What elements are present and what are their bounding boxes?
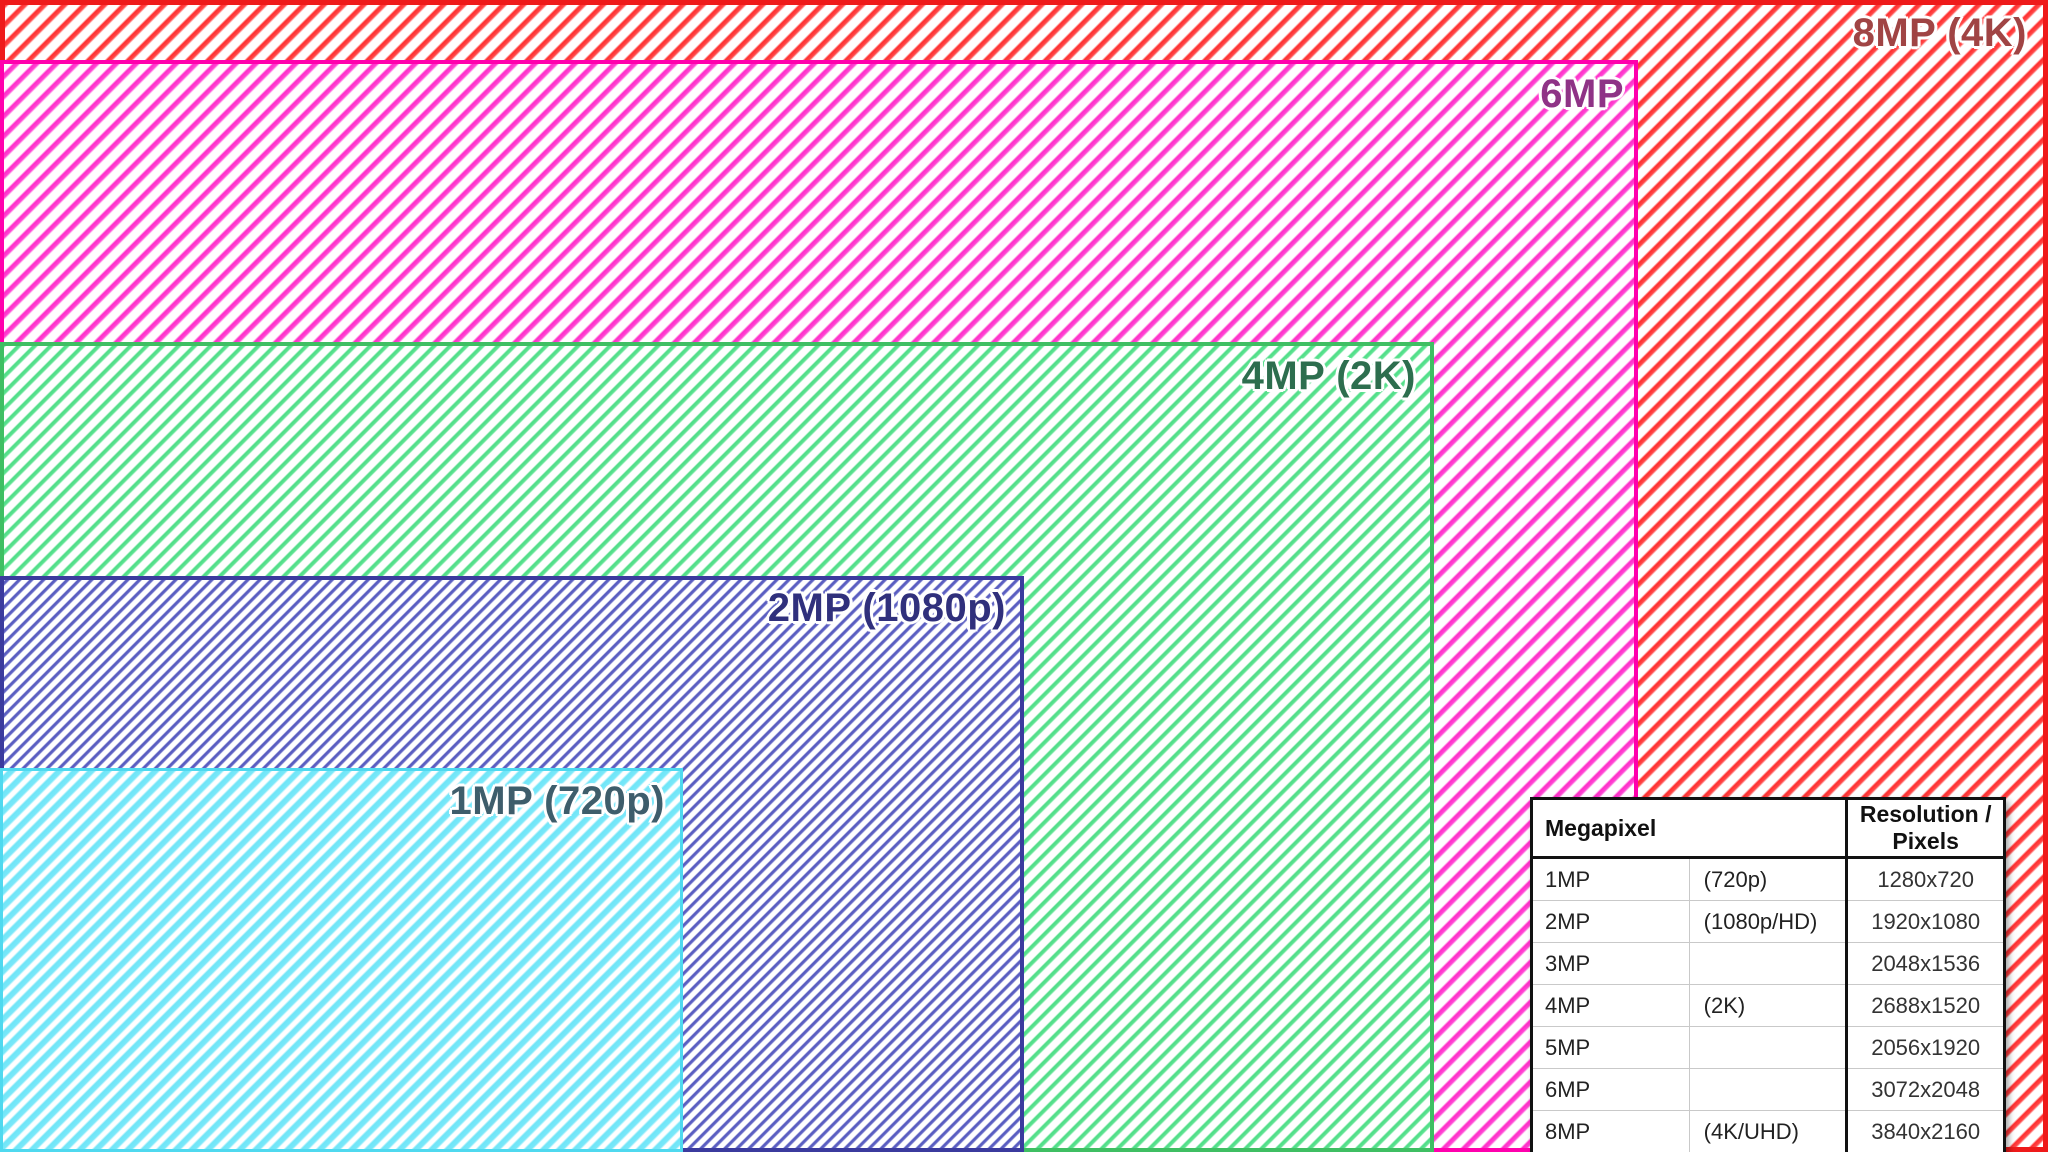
cell-variant <box>1688 1068 1847 1111</box>
cell-mp: 2MP <box>1531 900 1690 943</box>
table-row: 5MP 2056x1920 <box>1531 1026 2005 1069</box>
cell-resolution: 3840x2160 <box>1845 1110 2005 1152</box>
cell-variant <box>1688 1026 1847 1069</box>
cell-variant: (720p) <box>1688 857 1847 901</box>
cell-resolution: 2688x1520 <box>1845 984 2005 1027</box>
table-row: 2MP (1080p/HD) 1920x1080 <box>1531 900 2005 943</box>
rect-6mp-label: 6MP <box>1540 72 1624 116</box>
rect-2mp-label: 2MP (1080p) <box>767 586 1006 630</box>
cell-resolution: 2056x1920 <box>1845 1026 2005 1069</box>
header-megapixel: Megapixel <box>1531 798 1847 859</box>
rect-1mp-720p: 1MP (720p) <box>0 768 683 1152</box>
cell-resolution: 1920x1080 <box>1845 900 2005 943</box>
cell-resolution: 1280x720 <box>1845 857 2005 901</box>
table-row: 4MP (2K) 2688x1520 <box>1531 984 2005 1027</box>
cell-mp: 5MP <box>1531 1026 1690 1069</box>
table-header-row: Megapixel Resolution / Pixels <box>1531 798 2005 859</box>
table-row: 6MP 3072x2048 <box>1531 1068 2005 1111</box>
table-row: 3MP 2048x1536 <box>1531 942 2005 985</box>
cell-variant: (1080p/HD) <box>1688 900 1847 943</box>
cell-mp: 3MP <box>1531 942 1690 985</box>
resolution-table: Megapixel Resolution / Pixels 1MP (720p)… <box>1530 797 2006 1152</box>
cell-resolution: 2048x1536 <box>1845 942 2005 985</box>
cell-variant <box>1688 942 1847 985</box>
table-row: 1MP (720p) 1280x720 <box>1532 857 2005 901</box>
rect-1mp-label: 1MP (720p) <box>449 779 665 823</box>
cell-variant: (2K) <box>1688 984 1847 1027</box>
table-row: 8MP (4K/UHD) 3840x2160 <box>1531 1110 2005 1152</box>
cell-mp: 8MP <box>1531 1110 1690 1152</box>
cell-resolution: 3072x2048 <box>1845 1068 2005 1111</box>
cell-mp: 6MP <box>1531 1068 1690 1111</box>
cell-mp: 1MP <box>1545 866 1591 892</box>
rect-8mp-label: 8MP (4K) <box>1852 11 2027 55</box>
header-resolution: Resolution / Pixels <box>1845 798 2005 859</box>
cell-variant: (4K/UHD) <box>1688 1110 1847 1152</box>
cell-mp: 4MP <box>1531 984 1690 1027</box>
rect-4mp-label: 4MP (2K) <box>1241 354 1416 398</box>
